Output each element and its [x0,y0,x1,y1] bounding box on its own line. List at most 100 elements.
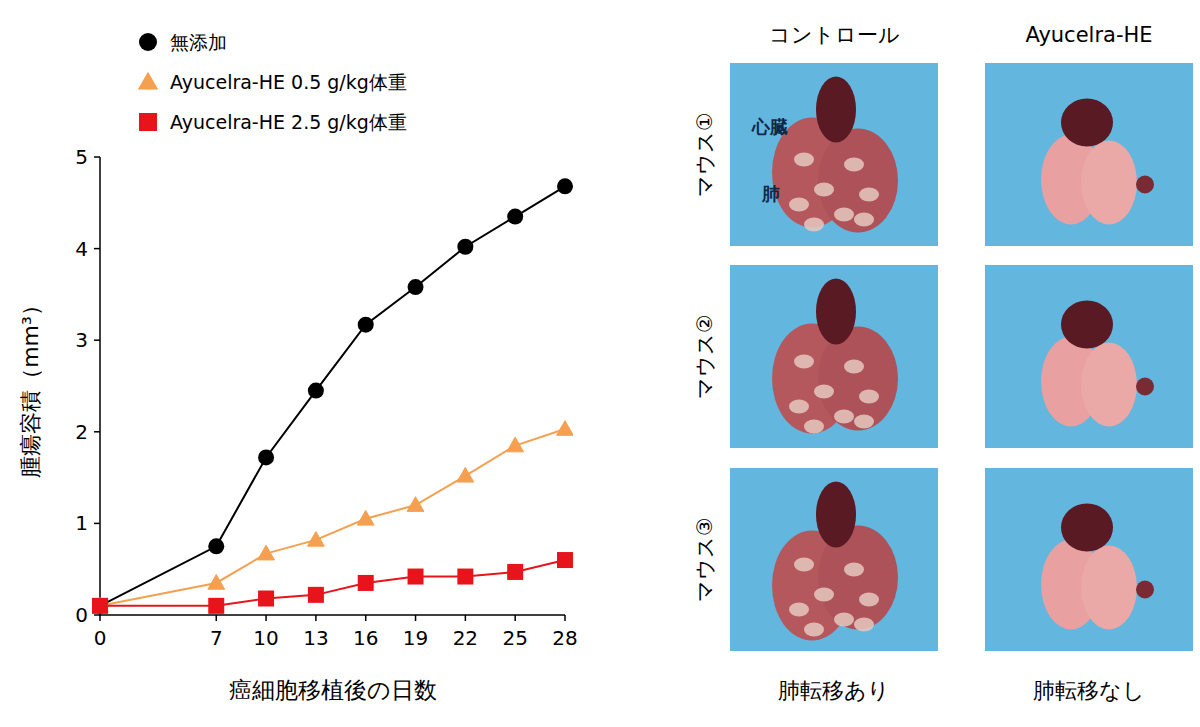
data-point [407,497,424,512]
figure: 0 1 2 3 4 5 0 7 10 13 16 19 22 25 28 癌細胞移植後の日数 腫瘍容積（mm³）… [0,0,1200,727]
row-label: マウス③ [693,517,717,602]
y-tick [94,523,100,525]
metastasis [814,385,834,399]
data-point [208,598,224,614]
data-point [308,587,324,603]
data-point [507,437,524,452]
data-point [92,598,108,614]
photo-background [730,63,938,246]
metastasis [834,613,854,627]
caption: 肺転移なし [1033,678,1145,703]
legend-marker [139,113,157,131]
caption: 肺転移あり [778,678,890,703]
x-axis-line [100,614,565,616]
photo-background [730,468,938,651]
x-tick-label: 13 [303,626,328,650]
series-line [100,429,565,606]
data-point [408,279,424,295]
data-point [457,569,473,585]
data-point [457,467,474,482]
data-point [557,552,573,568]
photo-background [985,265,1193,448]
data-point [308,383,324,399]
column-head: Ayucelra-HE [1025,23,1152,47]
legend-marker [139,73,158,90]
x-tick [315,615,317,621]
photo [985,265,1193,448]
metastasis [854,415,874,429]
data-point [208,575,225,590]
data-point [307,531,324,546]
metastasis [854,618,874,632]
x-tick [99,615,101,621]
metastasis [814,183,834,197]
metastasis [794,153,814,167]
y-tick [94,614,100,616]
heart [816,482,856,548]
metastasis [794,558,814,572]
axes: 0 1 2 3 4 5 0 7 10 13 16 19 22 25 28 癌細胞移植後の日数 腫瘍容積（mm³） [18,145,578,703]
heart [816,77,856,143]
heart [1061,99,1113,147]
y-tick-label: 4 [75,237,88,261]
metastasis [859,390,879,404]
x-tick-label: 10 [253,626,278,650]
x-tick [415,615,417,621]
metastasis [844,563,864,577]
data-point [507,564,523,580]
y-axis-title: 腫瘍容積（mm³） [18,294,43,478]
x-tick [365,615,367,621]
data-point [92,598,108,614]
photo-background [985,468,1193,651]
lung-lobe [1136,176,1154,194]
data-point [408,569,424,585]
lung-lobe [1136,581,1154,599]
x-tick-label: 25 [502,626,527,650]
metastasis [794,355,814,369]
row-label: マウス② [693,314,717,399]
data-point [258,591,274,607]
y-tick-label: 0 [75,603,88,627]
photo [985,468,1193,651]
y-tick-label: 1 [75,511,88,535]
data-point [358,575,374,591]
metastasis [859,593,879,607]
y-tick [94,339,100,341]
data-point [457,239,473,255]
lung [1081,343,1137,427]
photo [730,63,938,246]
x-tick [465,615,467,621]
y-axis-line [99,157,101,615]
y-tick-label: 2 [75,420,88,444]
x-tick-label: 0 [94,626,107,650]
metastasis [804,218,824,232]
photo [730,468,938,651]
metastasis [814,588,834,602]
metastasis [834,208,854,222]
x-tick-label: 16 [353,626,378,650]
lung [1081,546,1137,630]
photo-panel: コントロールAyucelra-HEマウス①マウス②マウス③心臓肺肺転移あり肺転移… [693,23,1193,703]
y-tick-label: 3 [75,328,88,352]
x-tick-label: 19 [403,626,428,650]
legend: 無添加Ayucelra-HE 0.5 g/kg体重Ayucelra-HE 2.5… [139,31,407,133]
photo-background [985,63,1193,246]
x-tick [216,615,218,621]
x-axis-title: 癌細胞移植後の日数 [229,677,437,703]
photo [985,63,1193,246]
metastasis [804,623,824,637]
data-point [507,209,523,225]
x-tick-label: 22 [453,626,478,650]
x-tick-label: 28 [552,626,577,650]
metastasis [804,420,824,434]
metastasis [789,603,809,617]
metastasis [789,400,809,414]
x-tick [564,615,566,621]
y-tick-label: 5 [75,145,88,169]
legend-marker [139,33,157,51]
data-point [557,421,573,436]
metastasis [854,213,874,227]
x-tick-label: 7 [210,626,223,650]
metastasis [844,360,864,374]
organ-label: 肺 [761,183,780,204]
